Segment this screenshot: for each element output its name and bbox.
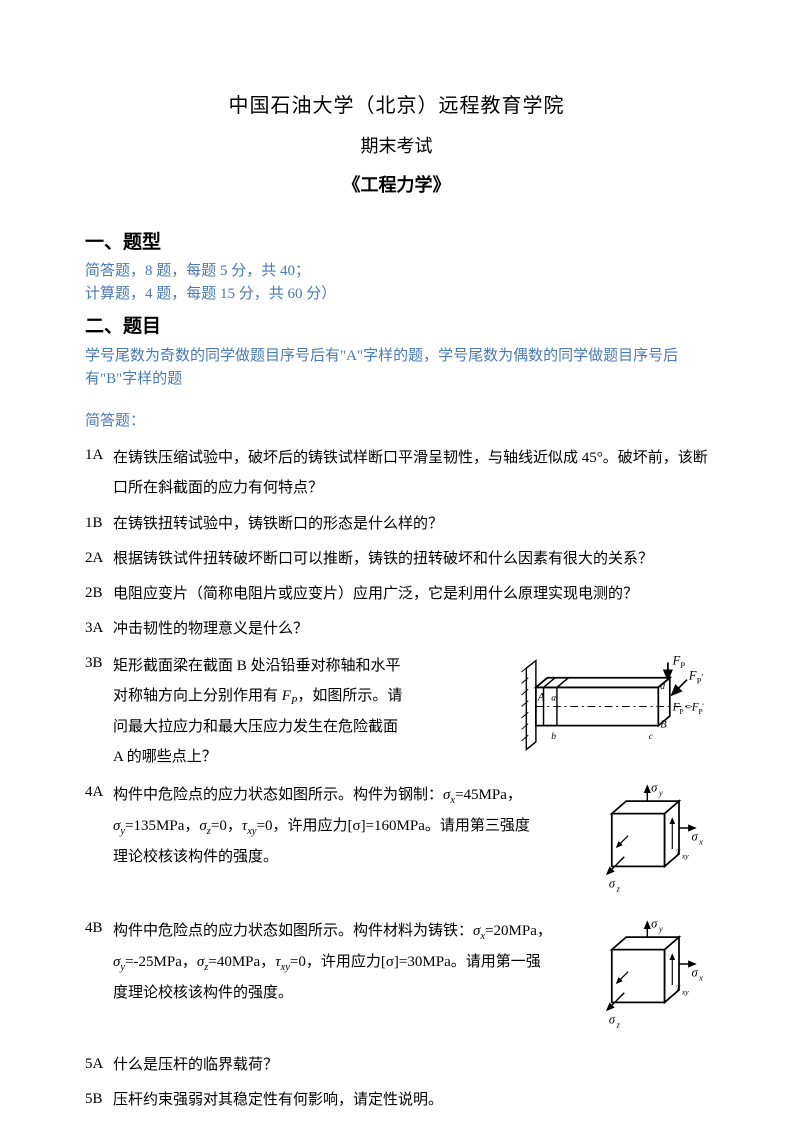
question-text: 什么是压杆的临界载荷？: [113, 1052, 708, 1079]
question-2a: 2A 根据铸铁试件扭转破坏断口可以推断，铸铁的扭转破坏和什么因素有很大的关系？: [85, 546, 708, 573]
svg-text:P: P: [679, 708, 683, 717]
question-line: 理论校核该构件的强度。: [113, 842, 570, 872]
section-1-line-2: 计算题，4 题，每题 15 分，共 60 分）: [85, 283, 708, 306]
svg-text:x: x: [698, 973, 703, 983]
svg-text:σ: σ: [651, 917, 658, 931]
question-number: 4B: [85, 916, 113, 940]
svg-text:c: c: [649, 731, 654, 742]
question-text: 在铸铁压缩试验中，破坏后的铸铁试样断口平滑呈韧性，与轴线近似成 45°。破坏前，…: [113, 443, 708, 503]
question-line: 度理论校核该构件的强度。: [113, 978, 570, 1008]
section-1-heading: 一、题型: [85, 228, 708, 258]
question-number: 1A: [85, 443, 113, 467]
question-5b: 5B 压杆约束强弱对其稳定性有何影响，请定性说明。: [85, 1087, 708, 1114]
svg-text:F: F: [672, 654, 681, 668]
svg-text:d: d: [660, 682, 665, 693]
svg-text:P: P: [680, 661, 685, 671]
question-2b: 2B 电阻应变片（简称电阻片或应变片）应用广泛，它是利用什么原理实现电测的？: [85, 581, 708, 608]
svg-text:σ: σ: [651, 781, 658, 795]
question-4b: 4B 构件中危险点的应力状态如图所示。构件材料为铸铁：σx=20MPa， σy=…: [85, 916, 708, 1044]
figure-cube-4b: σy σx τxy σz: [570, 916, 708, 1044]
question-line: 矩形截面梁在截面 B 处沿铅垂对称轴和水平: [113, 651, 505, 681]
question-text: 冲击韧性的物理意义是什么？: [113, 616, 708, 643]
question-number: 1B: [85, 511, 113, 535]
svg-text:τ: τ: [676, 982, 681, 994]
figure-cube-4a: σy σx τxy σz: [570, 780, 708, 908]
svg-text:y: y: [658, 924, 663, 934]
question-line: 构件中危险点的应力状态如图所示。构件材料为铸铁：σx=20MPa，: [113, 916, 570, 947]
svg-text:B: B: [660, 720, 667, 731]
question-3a: 3A 冲击韧性的物理意义是什么？: [85, 616, 708, 643]
svg-text:σ: σ: [609, 1013, 616, 1027]
question-number: 5B: [85, 1087, 113, 1111]
section-1-line-1: 简答题，8 题，每题 5 分，共 40；: [85, 260, 708, 283]
svg-text:xy: xy: [681, 988, 689, 997]
svg-text:A: A: [537, 692, 546, 704]
question-number: 5A: [85, 1052, 113, 1076]
question-text: 矩形截面梁在截面 B 处沿铅垂对称轴和水平 对称轴方向上分别作用有 FP，如图所…: [113, 651, 505, 772]
svg-text:a: a: [551, 693, 556, 704]
question-text: 根据铸铁试件扭转破坏断口可以推断，铸铁的扭转破坏和什么因素有很大的关系？: [113, 546, 708, 573]
svg-text:σ: σ: [691, 966, 698, 980]
question-text: 压杆约束强弱对其稳定性有何影响，请定性说明。: [113, 1087, 708, 1114]
svg-text:σ: σ: [609, 877, 616, 891]
svg-text:σ: σ: [691, 830, 698, 844]
short-answer-heading: 简答题：: [85, 409, 708, 433]
question-1b: 1B 在铸铁扭转试验中，铸铁断口的形态是什么样的？: [85, 511, 708, 538]
svg-text:′: ′: [702, 702, 704, 711]
svg-text:F: F: [688, 669, 697, 683]
svg-text:=: =: [685, 703, 691, 714]
section-2-heading: 二、题目: [85, 312, 708, 342]
question-line: 对称轴方向上分别作用有 FP，如图所示。请: [113, 681, 505, 712]
exam-title: 期末考试: [85, 132, 708, 161]
question-text: 在铸铁扭转试验中，铸铁断口的形态是什么样的？: [113, 511, 708, 538]
svg-text:x: x: [698, 837, 703, 847]
question-3b: 3B 矩形截面梁在截面 B 处沿铅垂对称轴和水平 对称轴方向上分别作用有 FP，…: [85, 651, 708, 772]
svg-text:b: b: [551, 731, 556, 742]
question-4a: 4A 构件中危险点的应力状态如图所示。构件为钢制：σx=45MPa， σy=13…: [85, 780, 708, 908]
question-5a: 5A 什么是压杆的临界载荷？: [85, 1052, 708, 1079]
svg-text:′: ′: [701, 672, 703, 682]
svg-text:y: y: [658, 788, 663, 798]
university-name: 中国石油大学（北京）远程教育学院: [85, 90, 708, 122]
question-number: 4A: [85, 780, 113, 804]
question-text: 构件中危险点的应力状态如图所示。构件为钢制：σx=45MPa， σy=135MP…: [113, 780, 570, 872]
question-line: 问最大拉应力和最大压应力发生在危险截面: [113, 712, 505, 742]
question-line: 构件中危险点的应力状态如图所示。构件为钢制：σx=45MPa，: [113, 780, 570, 811]
question-line: A 的哪些点上？: [113, 742, 505, 772]
section-2-note: 学号尾数为奇数的同学做题目序号后有"A"字样的题，学号尾数为偶数的同学做题目序号…: [85, 345, 708, 392]
question-text: 构件中危险点的应力状态如图所示。构件材料为铸铁：σx=20MPa， σy=-25…: [113, 916, 570, 1008]
question-number: 2B: [85, 581, 113, 605]
question-line: σy=135MPa，σz=0，τxy=0，许用应力[σ]=160MPa。请用第三…: [113, 811, 570, 842]
figure-beam: A a b d B c FP FP′ FP = FP′: [505, 651, 708, 769]
question-number: 3A: [85, 616, 113, 640]
svg-text:xy: xy: [681, 852, 689, 861]
svg-text:z: z: [616, 1020, 621, 1030]
question-number: 3B: [85, 651, 113, 675]
question-line: σy=-25MPa，σz=40MPa，τxy=0，许用应力[σ]=30MPa。请…: [113, 947, 570, 978]
question-number: 2A: [85, 546, 113, 570]
svg-text:z: z: [616, 884, 621, 894]
course-title: 《工程力学》: [85, 171, 708, 200]
svg-text:τ: τ: [676, 846, 681, 858]
question-1a: 1A 在铸铁压缩试验中，破坏后的铸铁试样断口平滑呈韧性，与轴线近似成 45°。破…: [85, 443, 708, 503]
question-text: 电阻应变片（简称电阻片或应变片）应用广泛，它是利用什么原理实现电测的？: [113, 581, 708, 608]
